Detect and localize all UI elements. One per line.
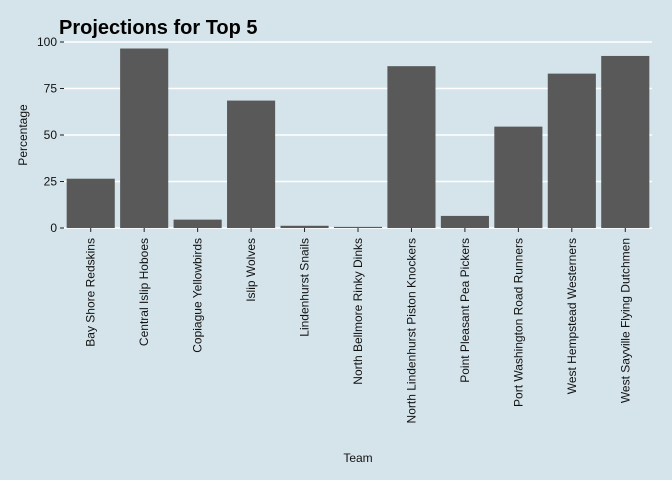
bar (120, 48, 169, 229)
y-tick-label: 0 (50, 221, 57, 235)
bars (66, 48, 650, 229)
chart-title: Projections for Top 5 (59, 17, 258, 39)
bar (227, 100, 276, 228)
y-axis: 0 25 50 75 100 (37, 35, 64, 235)
x-tick-label: West Sayville Flying Dutchmen (618, 238, 632, 403)
x-axis: Bay Shore Redskins Central Islip Hoboes Co… (84, 228, 632, 423)
x-tick-label: Copiague Yellowbirds (191, 238, 205, 353)
bar (173, 219, 222, 228)
x-tick-label: Port Washington Road Runners (511, 238, 525, 407)
bar (333, 226, 383, 228)
bar (440, 215, 489, 228)
bar (547, 73, 596, 229)
bar (494, 126, 543, 228)
bar (280, 225, 329, 228)
x-tick-label: West Hempstead Westerners (565, 238, 579, 394)
x-tick-label: Lindenhurst Snails (298, 238, 312, 337)
x-axis-title: Team (343, 451, 372, 465)
y-axis-title: Percentage (16, 104, 30, 166)
x-tick-label: Bay Shore Redskins (84, 238, 98, 347)
bar (387, 66, 436, 229)
y-tick-label: 100 (37, 35, 57, 49)
x-tick-label: North Bellmore Rinky Dinks (351, 238, 365, 385)
x-tick-label: Islip Wolves (244, 238, 258, 302)
x-tick-label: Central Islip Hoboes (137, 238, 151, 346)
y-tick-label: 75 (44, 82, 58, 96)
y-tick-label: 50 (44, 128, 58, 142)
x-tick-label: Point Pleasant Pea Pickers (458, 238, 472, 383)
x-tick-label: North Lindenhurst Piston Knockers (404, 238, 418, 423)
bar (601, 55, 650, 229)
bar (66, 178, 115, 228)
y-tick-label: 25 (44, 175, 58, 189)
